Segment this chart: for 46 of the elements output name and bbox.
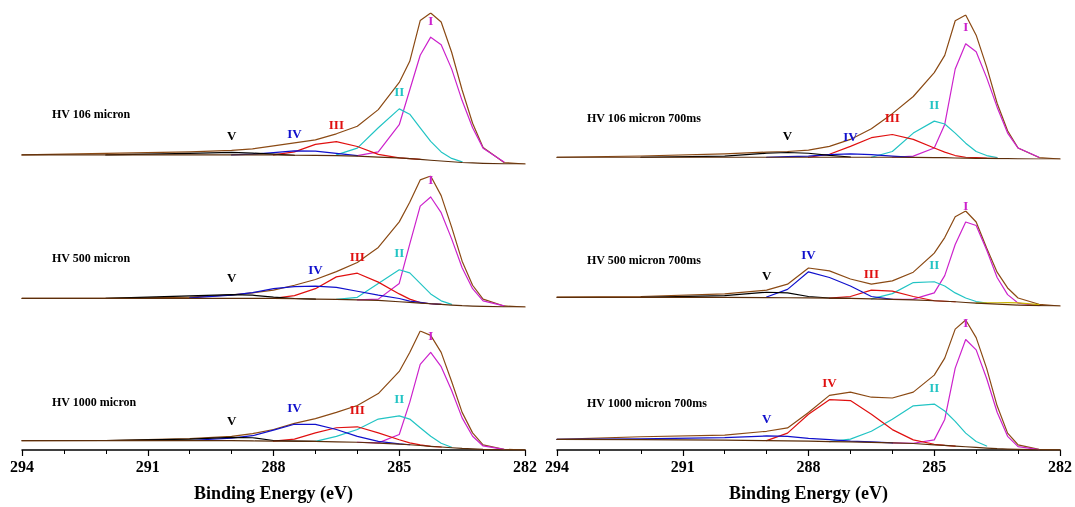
series-label: IV <box>287 126 303 142</box>
x-tick-label: 291 <box>135 457 160 475</box>
series-label: III <box>863 265 879 281</box>
x-tick-label: 285 <box>922 457 947 475</box>
series-label: II <box>929 257 940 273</box>
series-label: II <box>929 96 940 112</box>
series-label: I <box>963 19 969 35</box>
series-label: V <box>761 267 772 283</box>
text: HV 500 micron <box>52 251 131 265</box>
text: HV 1000 micron <box>52 395 137 409</box>
x-tick-label: 288 <box>261 457 286 475</box>
series-label: III <box>884 110 900 126</box>
x-tick-label: 288 <box>796 457 821 475</box>
series-label: II <box>394 245 405 261</box>
text: HV 500 micron 700ms <box>587 253 702 267</box>
x-axis-title: Binding Energy (eV) <box>193 483 354 504</box>
series-label: V <box>226 412 237 428</box>
x-tick-label: 282 <box>513 457 537 475</box>
series-label: III <box>349 248 365 264</box>
series-label: II <box>394 84 405 100</box>
series-label: I <box>963 315 969 330</box>
series-label: I <box>428 327 434 343</box>
x-tick-label: 294 <box>10 457 34 475</box>
series-label: II <box>394 391 405 407</box>
series-label: V <box>761 411 772 427</box>
series-label: IV <box>308 261 324 277</box>
series-label: I <box>428 12 434 28</box>
x-axis-title: Binding Energy (eV) <box>728 483 889 504</box>
series-label: IV <box>801 247 817 263</box>
series-label: I <box>428 172 434 188</box>
series-label: V <box>782 128 793 144</box>
x-tick-label: 282 <box>1048 457 1072 475</box>
x-tick-label: 294 <box>545 457 569 475</box>
series-label: V <box>226 270 237 286</box>
series-label: III <box>328 117 344 133</box>
x-tick-label: 285 <box>387 457 412 475</box>
series-label: I <box>963 197 969 213</box>
text: HV 106 micron 700ms <box>587 111 702 125</box>
series-label: V <box>226 127 237 143</box>
series-label: III <box>349 402 365 418</box>
series-label: IV <box>822 375 838 391</box>
text: HV 106 micron <box>52 107 131 121</box>
series-label: IV <box>287 399 303 415</box>
x-tick-label: 291 <box>670 457 695 475</box>
series-label: II <box>929 379 940 395</box>
text: HV 1000 micron 700ms <box>587 396 708 410</box>
